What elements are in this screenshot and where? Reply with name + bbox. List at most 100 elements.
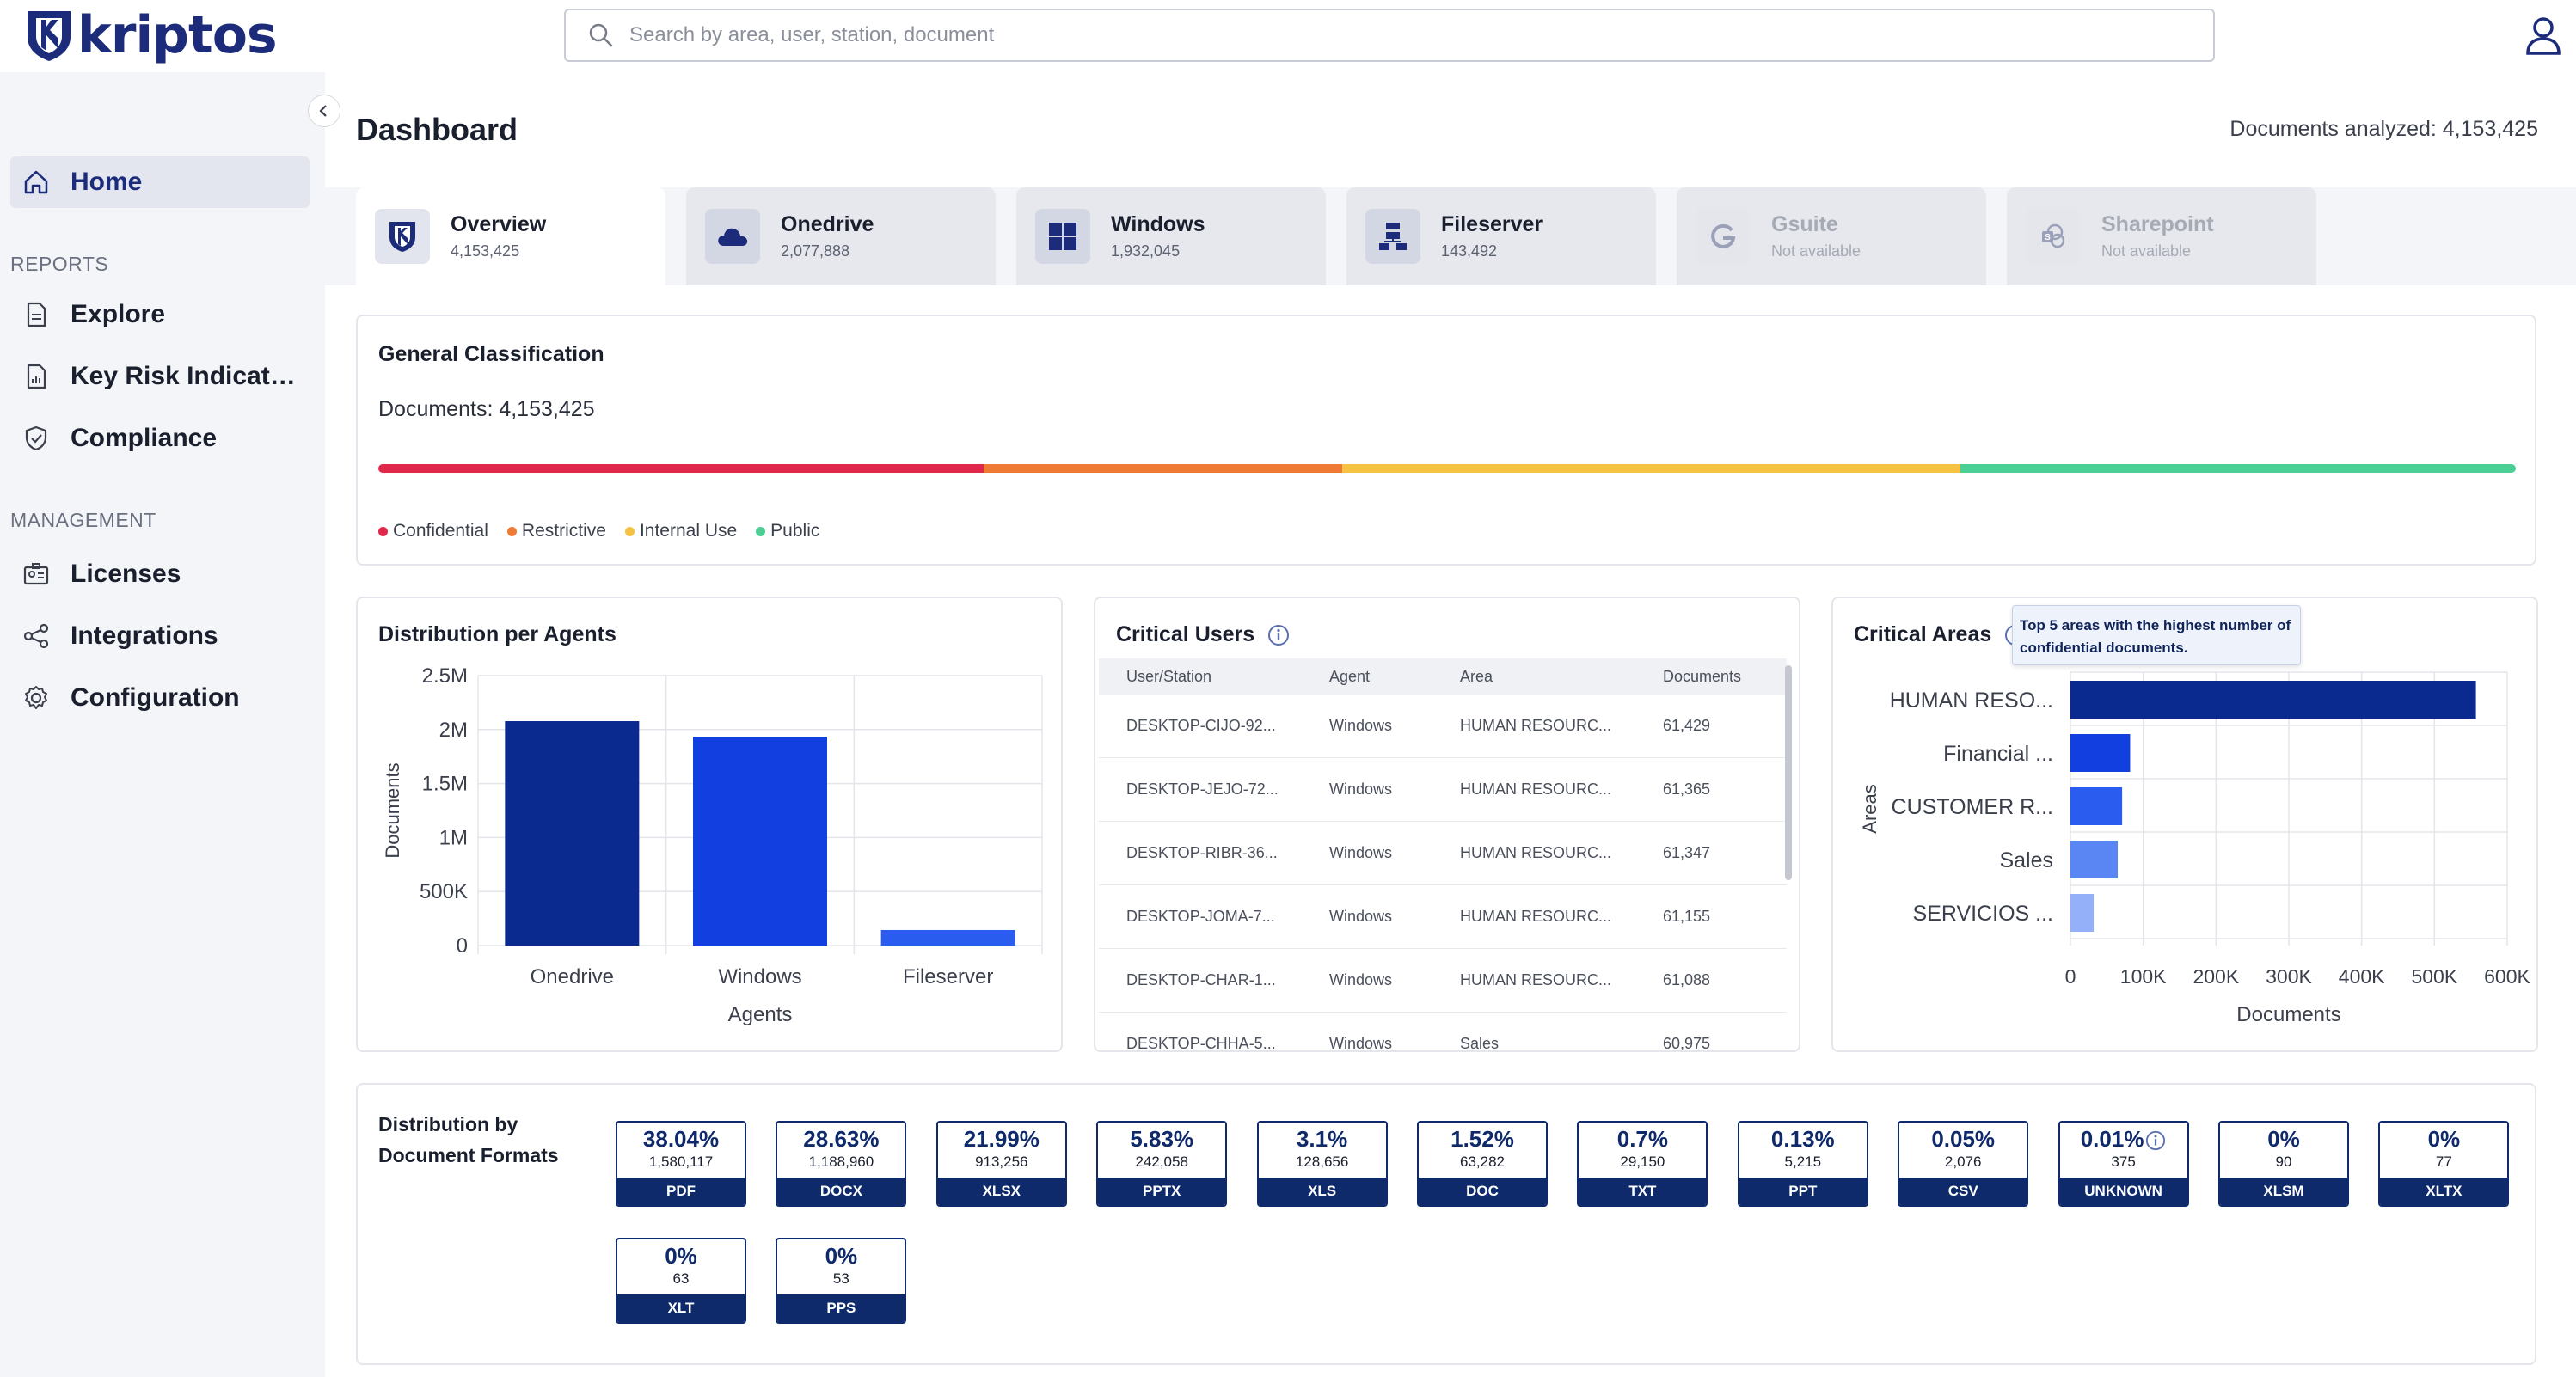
x-tick-label: 400K [2339, 965, 2385, 988]
format-tile-pps[interactable]: 0% 53 PPS [776, 1238, 907, 1324]
sidebar-item-explore[interactable]: Explore [10, 289, 310, 340]
legend-item[interactable]: Public [756, 521, 819, 542]
cell-user-station: DESKTOP-CHHA-5... [1126, 1035, 1276, 1052]
info-icon[interactable] [1267, 624, 1290, 646]
table-row[interactable]: DESKTOP-CHHA-5... Windows Sales 60,975 [1099, 1013, 1787, 1052]
format-tile-xlsm[interactable]: 0% 90 XLSM [2218, 1121, 2349, 1207]
format-tile-unknown[interactable]: 0.01% 375 UNKNOWN [2058, 1121, 2189, 1207]
critical-users-title: Critical Users [1116, 622, 1255, 646]
user-profile-icon[interactable] [2524, 15, 2562, 55]
format-percentage-value: 0.13% [1770, 1126, 1835, 1152]
classification-segment-restrictive[interactable] [983, 464, 1343, 473]
format-tile-csv[interactable]: 0.05% 2,076 CSV [1898, 1121, 2029, 1207]
tab-icon-box: S [2026, 209, 2081, 264]
bar-fileserver[interactable] [880, 929, 1015, 946]
format-count: 375 [2111, 1154, 2136, 1170]
card-title: Distribution by Document Formats [378, 1109, 559, 1171]
bar-windows[interactable] [693, 737, 827, 946]
format-tile-xls[interactable]: 3.1% 128,656 XLS [1256, 1121, 1388, 1207]
tab-icon-box [1035, 209, 1090, 264]
format-tile-xlt[interactable]: 0% 63 XLT [616, 1238, 746, 1324]
table-row[interactable]: DESKTOP-JOMA-7... Windows HUMAN RESOURC...… [1099, 885, 1787, 949]
area-bar[interactable] [2070, 841, 2119, 878]
sidebar-item-label: Explore [71, 300, 166, 328]
card-title-line-2: Document Formats [378, 1144, 559, 1166]
area-bar[interactable] [2070, 734, 2131, 772]
column-header-area[interactable]: Area [1460, 667, 1493, 685]
tab-overview[interactable]: Overview 4,153,425 [356, 187, 665, 285]
sidebar-item-home[interactable]: Home [10, 156, 310, 208]
table-scrollbar[interactable] [1785, 665, 1792, 880]
classification-segment-internal-use[interactable] [1342, 464, 1960, 473]
classification-segment-confidential[interactable] [378, 464, 984, 473]
area-bar[interactable] [2070, 894, 2095, 932]
format-tile-doc[interactable]: 1.52% 63,282 DOC [1417, 1121, 1548, 1207]
classification-segment-public[interactable] [1960, 464, 2516, 473]
cell-documents: 61,088 [1663, 971, 1711, 988]
format-label: DOCX [777, 1178, 905, 1205]
format-tile-txt[interactable]: 0.7% 29,150 TXT [1577, 1121, 1708, 1207]
server-icon [1379, 223, 1407, 250]
sidebar-item-key-risk-indicators[interactable]: Key Risk Indicato... [10, 351, 310, 402]
format-tile-xlsx[interactable]: 21.99% 913,256 XLSX [935, 1121, 1067, 1207]
format-tile-pptx[interactable]: 5.83% 242,058 PPTX [1096, 1121, 1228, 1207]
sidebar-item-configuration[interactable]: Configuration [10, 672, 310, 724]
cell-agent: Windows [1329, 971, 1393, 988]
legend-item[interactable]: Restrictive [506, 521, 606, 542]
tab-fileserver[interactable]: Fileserver 143,492 [1346, 187, 1656, 285]
table-row[interactable]: DESKTOP-CHAR-1... Windows HUMAN RESOURC...… [1099, 949, 1787, 1013]
classification-legend: Confidential Restrictive Internal Use Publi… [378, 521, 838, 542]
column-header-documents[interactable]: Documents [1663, 667, 1742, 685]
format-label: PPT [1739, 1178, 1867, 1205]
format-percentage-value: 3.1% [1296, 1126, 1348, 1152]
format-tile-xltx[interactable]: 0% 77 XLTX [2378, 1121, 2510, 1207]
bar-onedrive[interactable] [505, 721, 640, 946]
info-icon[interactable] [2145, 1130, 2166, 1151]
kriptos-logo[interactable]: kriptos [24, 7, 278, 64]
format-count: 53 [832, 1270, 849, 1287]
tab-name: Fileserver [1441, 212, 1543, 236]
legend-dot [624, 526, 635, 536]
format-count: 1,188,960 [808, 1154, 874, 1170]
column-header-user-station[interactable]: User/Station [1126, 667, 1212, 685]
legend-item[interactable]: Internal Use [624, 521, 737, 542]
search-box[interactable] [564, 9, 2215, 62]
sidebar-collapse-button[interactable] [308, 95, 340, 127]
tab-windows[interactable]: Windows 1,932,045 [1016, 187, 1326, 285]
format-label: PDF [617, 1178, 745, 1205]
shield-check-icon [25, 425, 47, 451]
cell-documents: 60,975 [1663, 1035, 1711, 1052]
y-tick-label: CUSTOMER R... [1892, 795, 2053, 819]
card-title: Distribution per Agents [378, 622, 616, 646]
column-header-agent[interactable]: Agent [1329, 667, 1371, 685]
cell-area: HUMAN RESOURC... [1460, 780, 1612, 798]
format-label: XLSX [937, 1178, 1065, 1205]
x-axis-label: Agents [728, 1003, 793, 1026]
format-percentage: 0% [2380, 1126, 2507, 1153]
classification-bar[interactable] [378, 464, 2516, 473]
legend-item[interactable]: Confidential [378, 521, 488, 542]
legend-dot [756, 526, 766, 536]
table-row[interactable]: DESKTOP-JEJO-72... Windows HUMAN RESOURC..… [1099, 758, 1787, 822]
format-tile-ppt[interactable]: 0.13% 5,215 PPT [1737, 1121, 1868, 1207]
format-percentage: 5.83% [1098, 1126, 1225, 1153]
sidebar-item-licenses[interactable]: Licenses [10, 548, 310, 600]
format-count: 5,215 [1784, 1154, 1822, 1170]
tab-count: 1,932,045 [1111, 242, 1181, 260]
tab-gsuite[interactable]: Gsuite Not available [1677, 187, 1986, 285]
area-bar[interactable] [2070, 681, 2476, 719]
cell-user-station: DESKTOP-JOMA-7... [1126, 908, 1275, 925]
sidebar-item-compliance[interactable]: Compliance [10, 413, 310, 464]
tab-sharepoint[interactable]: S Sharepoint Not available [2007, 187, 2316, 285]
areas-bar-chart: 0 100K 200K 300K 400K 500K 600K HUMAN RESO... Fi… [1859, 671, 2531, 1026]
legend-label: Confidential [393, 521, 488, 541]
format-tile-docx[interactable]: 28.63% 1,188,960 DOCX [776, 1121, 907, 1207]
table-row[interactable]: DESKTOP-RIBR-36... Windows HUMAN RESOURC..… [1099, 822, 1787, 885]
format-tile-pdf[interactable]: 38.04% 1,580,117 PDF [616, 1121, 746, 1207]
distribution-per-agents-card: Distribution per Agents 0 500K 1M 1.5M 2M 2.5… [356, 597, 1063, 1052]
sidebar-item-integrations[interactable]: Integrations [10, 610, 310, 662]
area-bar[interactable] [2070, 787, 2123, 825]
tab-onedrive[interactable]: Onedrive 2,077,888 [686, 187, 996, 285]
search-input[interactable] [629, 23, 2177, 47]
table-row[interactable]: DESKTOP-CIJO-92... Windows HUMAN RESOURC..… [1099, 695, 1787, 758]
